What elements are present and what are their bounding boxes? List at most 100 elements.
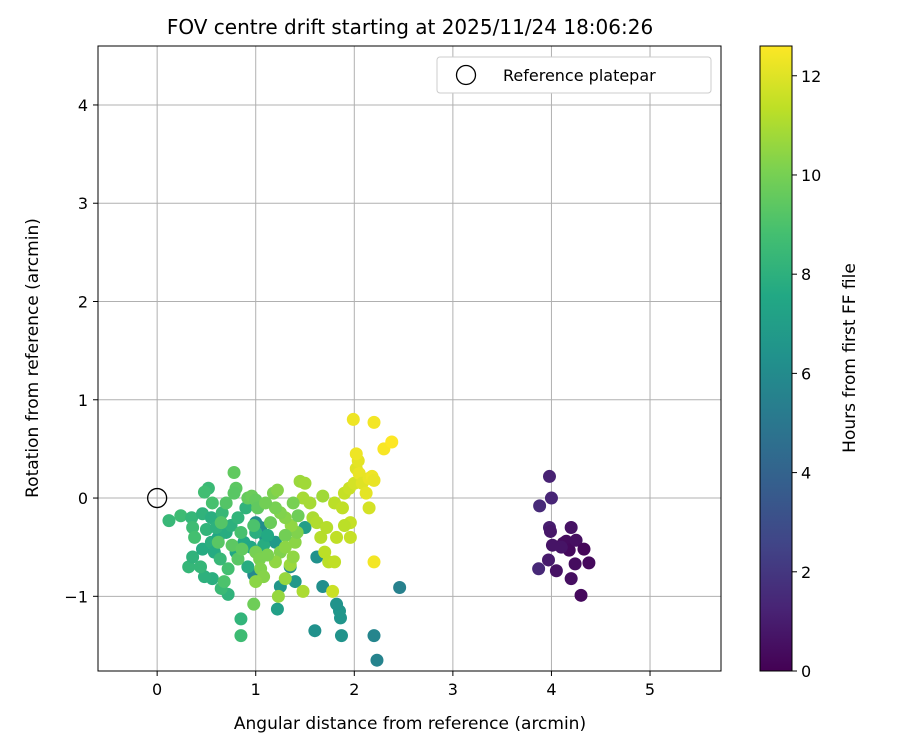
- scatter-point: [352, 466, 366, 480]
- colorbar-tick-label: 6: [801, 364, 811, 383]
- scatter-point: [549, 564, 563, 578]
- scatter-point: [320, 521, 334, 535]
- scatter-point: [543, 524, 557, 538]
- x-axis-ticks: 0 1 2 3 4 5: [152, 671, 655, 699]
- scatter-point: [231, 511, 245, 525]
- colorbar-tick-label: 10: [801, 166, 821, 185]
- y-tick-label: 3: [78, 194, 88, 213]
- scatter-point: [219, 496, 233, 510]
- scatter-point: [544, 491, 558, 505]
- scatter-point: [286, 550, 300, 564]
- scatter-point: [234, 612, 248, 626]
- scatter-point: [303, 496, 317, 510]
- scatter-point: [227, 486, 241, 500]
- scatter-point: [533, 499, 547, 513]
- data-points: [162, 412, 596, 667]
- x-tick-label: 2: [349, 680, 359, 699]
- scatter-point: [174, 509, 188, 523]
- scatter-point: [235, 542, 249, 556]
- scatter-point: [270, 602, 284, 616]
- scatter-point: [194, 560, 208, 574]
- x-tick-label: 5: [645, 680, 655, 699]
- colorbar-tick-label: 4: [801, 464, 811, 483]
- scatter-point: [310, 516, 324, 530]
- scatter-point: [217, 575, 231, 589]
- scatter-point: [215, 506, 229, 520]
- scatter-point: [296, 584, 310, 598]
- scatter-point: [316, 489, 330, 503]
- scatter-point: [268, 501, 282, 515]
- scatter-point: [225, 538, 239, 552]
- y-axis-ticks: −1 0 1 2 3 4: [64, 96, 98, 606]
- scatter-point: [298, 476, 312, 490]
- scatter-point: [316, 579, 330, 593]
- scatter-point: [234, 629, 248, 643]
- scatter-point: [291, 509, 305, 523]
- y-tick-label: 1: [78, 391, 88, 410]
- scatter-point: [367, 473, 381, 487]
- scatter-point: [346, 412, 360, 426]
- scatter-point: [314, 530, 328, 544]
- scatter-point: [259, 496, 273, 510]
- scatter-point: [318, 545, 332, 559]
- scatter-point: [199, 522, 213, 536]
- scatter-point: [541, 553, 555, 567]
- scatter-point: [393, 580, 407, 594]
- scatter-point: [359, 486, 373, 500]
- scatter-point: [564, 521, 578, 535]
- colorbar-tick-label: 0: [801, 662, 811, 681]
- scatter-point: [270, 483, 284, 497]
- legend-reference-marker: [455, 64, 477, 86]
- scatter-point: [367, 629, 381, 643]
- scatter-point: [330, 530, 344, 544]
- scatter-point: [308, 624, 322, 638]
- scatter-point: [195, 542, 209, 556]
- scatter-point: [288, 575, 302, 589]
- scatter-point: [564, 572, 578, 586]
- scatter-point: [247, 519, 261, 533]
- scatter-point: [367, 415, 381, 429]
- scatter-point: [182, 560, 196, 574]
- scatter-point: [574, 588, 588, 602]
- scatter-point: [370, 653, 384, 667]
- scatter-point: [231, 552, 245, 566]
- scatter-point: [197, 485, 211, 499]
- colorbar-gradient: [759, 45, 793, 672]
- scatter-point: [227, 465, 241, 479]
- scatter-point: [582, 556, 596, 570]
- scatter-point: [328, 555, 342, 569]
- colorbar-label: Hours from first FF file: [840, 263, 860, 453]
- colorbar-tick-label: 2: [801, 563, 811, 582]
- reference-platepar-marker: [146, 487, 168, 509]
- scatter-point: [241, 560, 255, 574]
- scatter-point: [205, 496, 219, 510]
- scatter-point: [211, 535, 225, 549]
- scatter-point: [197, 570, 211, 584]
- scatter-point: [239, 501, 253, 515]
- scatter-point: [271, 589, 285, 603]
- scatter-point: [234, 525, 248, 539]
- scatter-point: [334, 629, 348, 643]
- scatter-point: [532, 562, 546, 576]
- scatter-point: [385, 435, 399, 449]
- y-tick-label: 4: [78, 96, 88, 115]
- scatter-point: [186, 521, 200, 535]
- reference-marker-layer: [146, 487, 168, 509]
- y-axis-label: Rotation from reference (arcmin): [23, 218, 43, 498]
- scatter-point: [286, 496, 300, 510]
- legend-box: [436, 56, 712, 94]
- scatter-point: [542, 469, 556, 483]
- scatter-point: [568, 557, 582, 571]
- scatter-point: [349, 447, 363, 461]
- colorbar-tick-label: 12: [801, 67, 821, 86]
- colorbar-ticks: 0 2 4 6 8 10 12: [792, 67, 821, 681]
- scatter-point: [337, 519, 351, 533]
- scatter-point: [261, 528, 275, 542]
- colorbar: 0 2 4 6 8 10 12 Hours from first FF file: [759, 45, 860, 681]
- colorbar-tick-label: 8: [801, 265, 811, 284]
- scatter-point: [335, 501, 349, 515]
- scatter-point: [221, 562, 235, 576]
- scatter-point: [278, 572, 292, 586]
- scatter-point: [362, 501, 376, 515]
